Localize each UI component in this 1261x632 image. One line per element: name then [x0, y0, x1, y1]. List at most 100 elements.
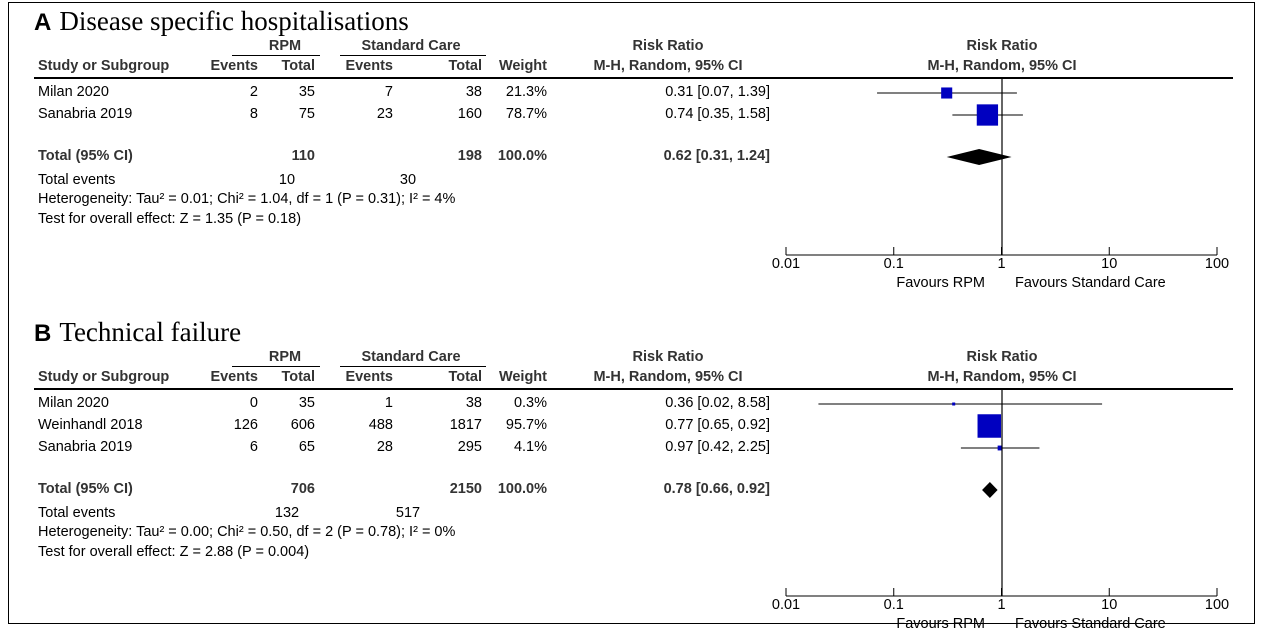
total-label: Total (95% CI)	[38, 148, 133, 164]
heterogeneity-text: Heterogeneity: Tau² = 0.00; Chi² = 0.50,…	[38, 524, 456, 540]
group1-underline	[232, 55, 320, 56]
favours-left-label: Favours RPM	[896, 616, 985, 632]
risk-ratio-header: Risk Ratio	[632, 38, 704, 54]
overall-effect-text: Test for overall effect: Z = 2.88 (P = 0…	[38, 544, 310, 560]
study-weight: 21.3%	[505, 84, 547, 100]
study-column-header: Study or Subgroup	[38, 58, 170, 74]
study-square	[941, 87, 953, 99]
rpm-total-sum: 706	[290, 481, 315, 497]
x-tick-label: 100	[1204, 597, 1230, 613]
weight-column-header: Weight	[498, 369, 547, 385]
header-rule	[34, 388, 1233, 390]
x-tick-label: 1	[997, 597, 1006, 613]
x-tick-label: 0.1	[883, 597, 904, 613]
group2-header: Standard Care	[361, 38, 461, 54]
plot-method-header: M-H, Random, 95% CI	[927, 369, 1077, 385]
rpm-events: 6	[249, 439, 258, 455]
standard-care-total: 160	[457, 106, 482, 122]
plot-risk-ratio-header: Risk Ratio	[966, 349, 1038, 365]
rpm-events: 2	[249, 84, 258, 100]
overall-effect-text: Test for overall effect: Z = 1.35 (P = 0…	[38, 211, 302, 227]
standard-care-total: 295	[457, 439, 482, 455]
method-column-header: M-H, Random, 95% CI	[593, 58, 743, 74]
standard-care-events: 1	[384, 395, 393, 411]
standard-care-events: 23	[376, 106, 393, 122]
weight-column-header: Weight	[498, 58, 547, 74]
method-column-header: M-H, Random, 95% CI	[593, 369, 743, 385]
panel-letter: A	[34, 9, 52, 36]
favours-right-label: Favours Standard Care	[1015, 616, 1166, 632]
group2-header: Standard Care	[361, 349, 461, 365]
rpm-total: 606	[290, 417, 315, 433]
pooled-diamond	[946, 149, 1012, 165]
total-weight: 100.0%	[497, 148, 547, 164]
rpm-events: 8	[249, 106, 258, 122]
group2-underline	[340, 55, 486, 56]
x-tick-label: 0.01	[771, 597, 801, 613]
study-name: Sanabria 2019	[38, 106, 133, 122]
group1-header: RPM	[268, 349, 302, 365]
standard-care-total: 38	[465, 395, 482, 411]
group1-header: RPM	[268, 38, 302, 54]
study-square	[976, 104, 999, 126]
panel-letter: B	[34, 320, 52, 347]
standard-care-total-events: 517	[395, 505, 421, 521]
rpm-total: 35	[298, 395, 315, 411]
study-ci-text: 0.36 [0.02, 8.58]	[665, 395, 770, 411]
standard-care-total: 1817	[449, 417, 482, 433]
rpm-total-sum: 110	[291, 148, 315, 164]
risk-ratio-header: Risk Ratio	[632, 349, 704, 365]
panel-title-text: Technical failure	[59, 317, 242, 347]
total-events-label: Total events	[38, 172, 116, 188]
panel-title-text: Disease specific hospitalisations	[59, 6, 409, 36]
standard-care-events: 7	[384, 84, 393, 100]
x-tick-label: 0.1	[883, 256, 904, 272]
group1-underline	[232, 366, 320, 367]
standard-care-total-events: 30	[399, 172, 417, 188]
x-tick-label: 10	[1101, 256, 1118, 272]
rpm-total-events: 10	[278, 172, 296, 188]
total-ci-text: 0.62 [0.31, 1.24]	[663, 148, 770, 164]
plot-risk-ratio-header: Risk Ratio	[966, 38, 1038, 54]
x-tick-label: 1	[997, 256, 1006, 272]
study-weight: 0.3%	[513, 395, 547, 411]
study-name: Sanabria 2019	[38, 439, 133, 455]
total-weight: 100.0%	[497, 481, 547, 497]
study-square	[997, 445, 1003, 451]
header-rule	[34, 77, 1233, 79]
events2-column-header: Events	[345, 58, 393, 74]
standard-care-events: 28	[376, 439, 393, 455]
study-ci-text: 0.74 [0.35, 1.58]	[665, 106, 770, 122]
rpm-total-events: 132	[274, 505, 300, 521]
total2-column-header: Total	[448, 369, 482, 385]
rpm-total: 65	[298, 439, 315, 455]
study-ci-text: 0.77 [0.65, 0.92]	[665, 417, 770, 433]
study-column-header: Study or Subgroup	[38, 369, 170, 385]
figure-frame	[8, 2, 1255, 624]
x-tick-label: 100	[1204, 256, 1230, 272]
rpm-events: 0	[249, 395, 258, 411]
events1-column-header: Events	[210, 369, 258, 385]
standard-care-events: 488	[368, 417, 393, 433]
study-name: Milan 2020	[38, 84, 109, 100]
study-name: Weinhandl 2018	[38, 417, 143, 433]
study-weight: 95.7%	[505, 417, 547, 433]
events1-column-header: Events	[210, 58, 258, 74]
rpm-total: 35	[298, 84, 315, 100]
total-ci-text: 0.78 [0.66, 0.92]	[663, 481, 770, 497]
heterogeneity-text: Heterogeneity: Tau² = 0.01; Chi² = 1.04,…	[38, 191, 456, 207]
total-label: Total (95% CI)	[38, 481, 133, 497]
standard-care-total: 38	[465, 84, 482, 100]
study-ci-text: 0.97 [0.42, 2.25]	[665, 439, 770, 455]
total2-column-header: Total	[448, 58, 482, 74]
study-name: Milan 2020	[38, 395, 109, 411]
favours-left-label: Favours RPM	[896, 275, 985, 291]
study-square	[952, 402, 956, 406]
rpm-total: 75	[298, 106, 315, 122]
events2-column-header: Events	[345, 369, 393, 385]
total-events-label: Total events	[38, 505, 116, 521]
panel-title: B Technical failure	[34, 317, 241, 349]
rpm-events: 126	[233, 417, 258, 433]
